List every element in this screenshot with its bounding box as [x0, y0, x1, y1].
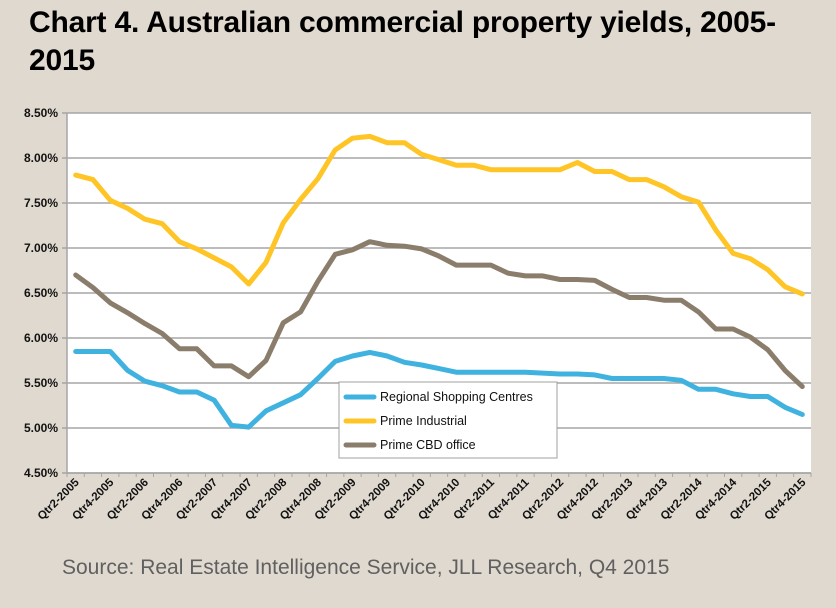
y-tick-label: 5.00%	[24, 421, 58, 435]
legend-label-prime-industrial: Prime Industrial	[380, 414, 467, 428]
legend-label-prime-cbd-office: Prime CBD office	[380, 438, 476, 452]
y-tick-label: 6.50%	[24, 286, 58, 300]
series-line-prime-industrial	[73, 133, 805, 297]
legend-label-regional-shopping-centres: Regional Shopping Centres	[380, 390, 533, 404]
chart-title: Chart 4. Australian commercial property …	[29, 6, 776, 77]
y-tick-label: 5.50%	[24, 376, 58, 390]
y-tick-label: 7.50%	[24, 196, 58, 210]
y-tick-label: 4.50%	[24, 466, 58, 480]
y-tick-label: 6.00%	[24, 331, 58, 345]
series-line-prime-cbd-office	[73, 239, 805, 390]
y-tick-label: 7.00%	[24, 241, 58, 255]
y-tick-label: 8.50%	[24, 106, 58, 120]
series-line-regional-shopping-centres	[73, 349, 805, 430]
legend: Regional Shopping Centres Prime Industri…	[338, 381, 558, 459]
source-note: Source: Real Estate Intelligence Service…	[62, 556, 670, 579]
y-tick-label: 8.00%	[24, 151, 58, 165]
